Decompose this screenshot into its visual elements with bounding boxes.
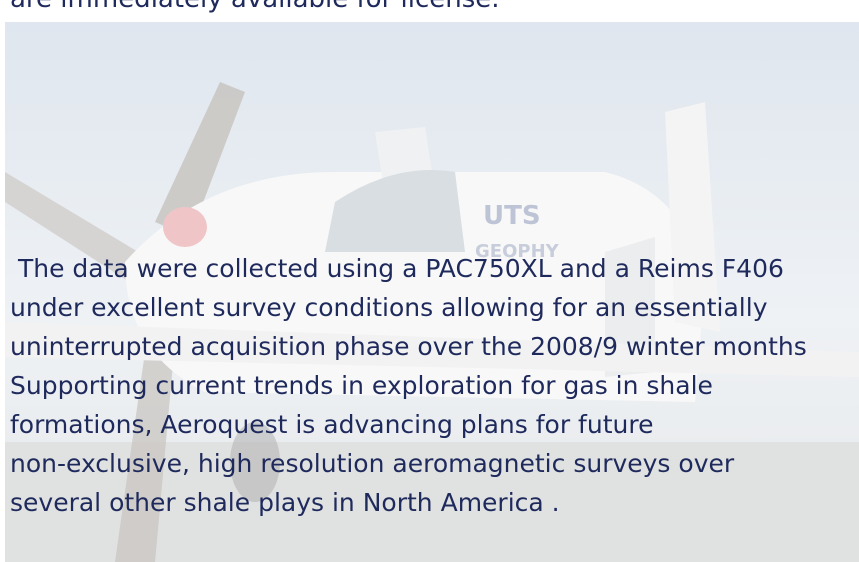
text-line: The data were collected using a PAC750XL…	[10, 249, 807, 288]
text-line: several other shale plays in North Ameri…	[10, 483, 807, 522]
header-text: are immediately available for license.	[10, 0, 500, 14]
text-line: non-exclusive, high resolution aeromagne…	[10, 444, 807, 483]
text-line: Supporting current trends in exploration…	[10, 366, 807, 405]
text-line: formations, Aeroquest is advancing plans…	[10, 405, 807, 444]
text-line: under excellent survey conditions allowi…	[10, 288, 807, 327]
body-text: The data were collected using a PAC750XL…	[10, 249, 807, 522]
text-line: uninterrupted acquisition phase over the…	[10, 327, 807, 366]
page: {"header": {"text": "are immediately ava…	[0, 0, 859, 562]
